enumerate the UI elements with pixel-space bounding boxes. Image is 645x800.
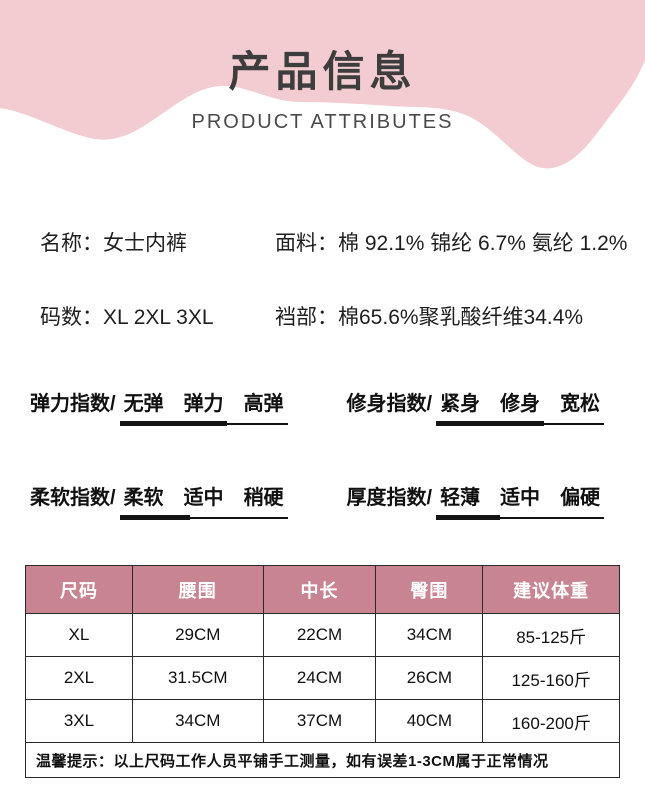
indicator-track <box>436 421 605 426</box>
banner: 产品信息 PRODUCT ATTRIBUTES <box>0 0 645 185</box>
indicator-option: 稍硬 <box>243 487 284 509</box>
indicator-fill <box>119 515 191 520</box>
table-header-hip: 臀围 <box>375 565 484 614</box>
table-cell: 34CM <box>131 699 264 743</box>
size-table-wrap: 尺码 腰围 中长 臀围 建议体重 XL 29CM 22CM 34CM 85-12… <box>25 565 620 778</box>
table-cell: 24CM <box>262 656 377 700</box>
indicator-body: 无弹 弹力 高弹 <box>119 387 288 426</box>
indicator-thickness: 厚度指数/ 轻薄 适中 偏硬 <box>346 481 616 520</box>
table-header-waist: 腰围 <box>131 565 264 614</box>
info-name: 名称：女士内裤 <box>40 232 187 255</box>
indicator-label: 弹力指数/ <box>30 393 116 415</box>
indicator-elasticity: 弹力指数/ 无弹 弹力 高弹 <box>30 387 299 426</box>
indicator-body: 紧身 修身 宽松 <box>436 387 605 426</box>
table-cell: 3XL <box>25 699 133 743</box>
indicator-track <box>436 515 605 520</box>
table-header-weight: 建议体重 <box>482 565 620 614</box>
indicator-fill <box>119 421 228 426</box>
table-header-row: 尺码 腰围 中长 臀围 建议体重 <box>25 565 620 614</box>
table-cell: 29CM <box>131 613 264 657</box>
table-row: 3XL 34CM 37CM 40CM 160-200斤 <box>25 699 620 743</box>
table-cell: 2XL <box>25 656 133 700</box>
table-header-length: 中长 <box>262 565 377 614</box>
table-tip: 温馨提示：以上尺码工作人员平铺手工测量，如有误差1-3CM属于正常情况 <box>25 742 620 778</box>
indicator-track <box>119 515 288 520</box>
indicators: 弹力指数/ 无弹 弹力 高弹 修身指数/ 紧身 修身 宽松 <box>30 387 616 520</box>
indicator-label: 修身指数/ <box>346 393 433 415</box>
table-cell: 31.5CM <box>131 656 264 700</box>
info-sizes: 码数：XL 2XL 3XL <box>40 306 214 329</box>
table-cell: 22CM <box>262 613 377 657</box>
indicator-option: 宽松 <box>560 393 601 415</box>
banner-text: 产品信息 PRODUCT ATTRIBUTES <box>0 0 645 134</box>
table-row: 2XL 31.5CM 24CM 26CM 125-160斤 <box>25 656 620 700</box>
table-cell: XL <box>25 613 133 657</box>
table-cell: 85-125斤 <box>482 613 620 657</box>
indicator-softness: 柔软指数/ 柔软 适中 稍硬 <box>30 481 299 520</box>
info-crotch: 裆部：棉65.6%聚乳酸纤维34.4% <box>275 306 584 329</box>
indicator-option: 适中 <box>183 487 224 509</box>
indicator-option: 高弹 <box>243 393 284 415</box>
indicator-track <box>119 421 288 426</box>
table-cell: 40CM <box>375 699 484 743</box>
indicator-option: 偏硬 <box>560 487 601 509</box>
table-header-size: 尺码 <box>25 565 133 614</box>
table-cell: 34CM <box>375 613 484 657</box>
indicator-fit: 修身指数/ 紧身 修身 宽松 <box>346 387 616 426</box>
page-subtitle: PRODUCT ATTRIBUTES <box>191 111 454 133</box>
indicator-options: 柔软 适中 稍硬 <box>120 481 288 510</box>
table-cell: 160-200斤 <box>482 699 620 743</box>
indicator-label: 柔软指数/ <box>30 487 116 509</box>
indicator-options: 无弹 弹力 高弹 <box>120 387 288 416</box>
product-info: 名称：女士内裤 面料：棉 92.1% 锦纶 6.7% 氨纶 1.2% 码数：XL… <box>40 227 627 331</box>
table-tip-row: 温馨提示：以上尺码工作人员平铺手工测量，如有误差1-3CM属于正常情况 <box>25 742 620 778</box>
indicator-fill <box>436 421 544 426</box>
indicator-option: 适中 <box>500 487 541 509</box>
table-cell: 26CM <box>375 656 484 700</box>
indicator-option: 弹力 <box>183 393 224 415</box>
table-cell: 37CM <box>262 699 377 743</box>
indicator-body: 柔软 适中 稍硬 <box>119 481 288 520</box>
table-cell: 125-160斤 <box>482 656 620 700</box>
indicator-option: 紧身 <box>440 393 481 415</box>
indicator-label: 厚度指数/ <box>346 487 433 509</box>
indicator-options: 紧身 修身 宽松 <box>436 387 604 416</box>
page-title: 产品信息 <box>228 48 417 95</box>
indicator-option: 修身 <box>500 393 541 415</box>
indicator-option: 轻薄 <box>440 487 481 509</box>
info-fabric: 面料：棉 92.1% 锦纶 6.7% 氨纶 1.2% <box>275 232 628 255</box>
indicator-option: 无弹 <box>123 393 164 415</box>
table-row: XL 29CM 22CM 34CM 85-125斤 <box>25 613 620 657</box>
indicator-fill <box>436 515 500 520</box>
indicator-options: 轻薄 适中 偏硬 <box>436 481 604 510</box>
indicator-body: 轻薄 适中 偏硬 <box>436 481 605 520</box>
indicator-option: 柔软 <box>123 487 164 509</box>
banner-wave <box>0 0 645 169</box>
size-table: 尺码 腰围 中长 臀围 建议体重 XL 29CM 22CM 34CM 85-12… <box>25 565 620 778</box>
